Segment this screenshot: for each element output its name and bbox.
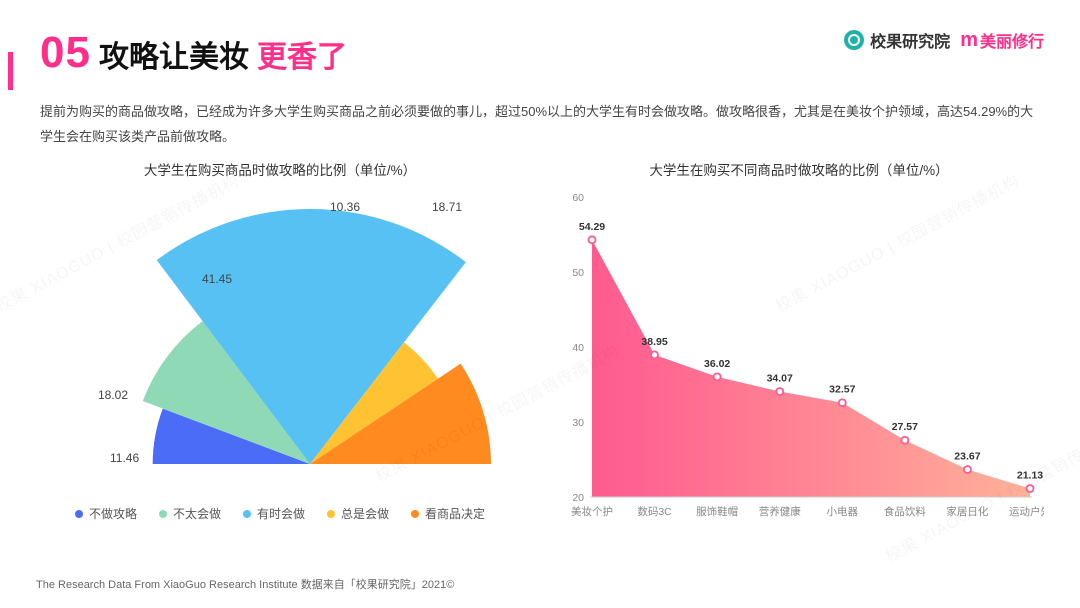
- legend-dot: [327, 510, 335, 518]
- x-tick-label: 运动户外: [1009, 505, 1044, 518]
- title-block: 05 攻略让美妆 更香了: [40, 28, 347, 78]
- point-label: 54.29: [579, 221, 605, 233]
- x-tick-label: 食品饮料: [884, 505, 926, 518]
- legend-label: 不太会做: [173, 505, 221, 522]
- y-tick-label: 30: [572, 417, 584, 429]
- logo-meili-text: 美丽修行: [980, 28, 1044, 52]
- slide-page: 05 攻略让美妆 更香了 校果研究院 m 美丽修行 提前为购买的商品做攻略，已经…: [0, 0, 1080, 608]
- legend-dot: [243, 510, 251, 518]
- x-tick-label: 数码3C: [637, 505, 672, 518]
- pie-column: 大学生在购买商品时做攻略的比例（单位/%） 11.46 18.02 41.45 10.…: [36, 159, 524, 529]
- logo-xiaoguo: 校果研究院: [844, 28, 950, 52]
- data-point: [776, 388, 783, 395]
- point-label: 27.57: [892, 422, 918, 434]
- area-wrap: 20 30 40 50 60 54.29 38.95 36.02 34.07 32.57 27.57…: [554, 189, 1044, 529]
- legend-dot: [75, 510, 83, 518]
- pie-value-label: 11.46: [110, 451, 139, 465]
- title-accent: 更香了: [257, 32, 347, 76]
- legend-label: 不做攻略: [89, 505, 137, 522]
- x-tick-label: 营养健康: [759, 505, 801, 518]
- point-label: 21.13: [1017, 470, 1043, 482]
- pie-value-label: 10.36: [330, 200, 360, 214]
- legend-dot: [411, 510, 419, 518]
- legend-label: 有时会做: [257, 505, 305, 522]
- data-point: [964, 466, 971, 473]
- logos: 校果研究院 m 美丽修行: [844, 28, 1044, 52]
- x-tick-label: 美妆个护: [571, 505, 613, 518]
- pie-svg: 11.46 18.02 41.45 10.36 18.71: [40, 189, 520, 479]
- data-point: [1027, 485, 1034, 492]
- logo-meili: m 美丽修行: [960, 28, 1044, 52]
- area-title: 大学生在购买不同商品时做攻略的比例（单位/%）: [554, 159, 1044, 179]
- data-point: [839, 400, 846, 407]
- legend-item: 总是会做: [327, 505, 389, 522]
- legend-item: 不做攻略: [75, 505, 137, 522]
- pie-value-label: 18.71: [432, 200, 462, 214]
- pie-legend: 不做攻略 不太会做 有时会做 总是会做 看商品决定: [36, 505, 524, 522]
- pie-wrap: 11.46 18.02 41.45 10.36 18.71: [40, 189, 520, 499]
- pie-value-label: 18.02: [98, 388, 128, 402]
- title-black: 攻略让美妆: [99, 32, 249, 76]
- legend-label: 看商品决定: [425, 505, 485, 522]
- area-svg: 20 30 40 50 60 54.29 38.95 36.02 34.07 32.57 27.57…: [554, 189, 1044, 529]
- accent-bar: [8, 52, 13, 90]
- pie-title: 大学生在购买商品时做攻略的比例（单位/%）: [36, 159, 524, 179]
- data-point: [714, 374, 721, 381]
- logo-meili-m: m: [960, 29, 978, 52]
- legend-label: 总是会做: [341, 505, 389, 522]
- charts-row: 大学生在购买商品时做攻略的比例（单位/%） 11.46 18.02 41.45 10.…: [36, 159, 1044, 529]
- y-tick-label: 50: [572, 267, 584, 279]
- description: 提前为购买的商品做攻略，已经成为许多大学生购买商品之前必须要做的事儿，超过50%…: [40, 100, 1040, 149]
- logo-xiaoguo-text: 校果研究院: [870, 28, 950, 52]
- point-label: 38.95: [641, 336, 667, 348]
- y-tick-label: 60: [572, 192, 584, 204]
- y-tick-label: 40: [572, 342, 584, 354]
- x-tick-label: 服饰鞋帽: [696, 505, 738, 518]
- pie-value-label: 41.45: [202, 272, 232, 286]
- logo-xiaoguo-icon: [844, 30, 864, 50]
- area-column: 大学生在购买不同商品时做攻略的比例（单位/%） 20 30 40 50 60 54.29 3…: [554, 159, 1044, 529]
- point-label: 23.67: [954, 451, 980, 463]
- header-row: 05 攻略让美妆 更香了 校果研究院 m 美丽修行: [40, 28, 1044, 78]
- title-number: 05: [40, 28, 91, 78]
- point-label: 34.07: [767, 373, 793, 385]
- legend-item: 有时会做: [243, 505, 305, 522]
- point-label: 32.57: [829, 384, 855, 396]
- legend-item: 看商品决定: [411, 505, 485, 522]
- y-tick-label: 20: [572, 492, 584, 504]
- legend-dot: [159, 510, 167, 518]
- legend-item: 不太会做: [159, 505, 221, 522]
- data-point: [589, 237, 596, 244]
- x-tick-label: 家居日化: [946, 505, 988, 518]
- footer-text: The Research Data From XiaoGuo Research …: [36, 576, 454, 592]
- data-point: [901, 437, 908, 444]
- point-label: 36.02: [704, 358, 730, 370]
- data-point: [651, 352, 658, 359]
- x-tick-label: 小电器: [827, 505, 859, 518]
